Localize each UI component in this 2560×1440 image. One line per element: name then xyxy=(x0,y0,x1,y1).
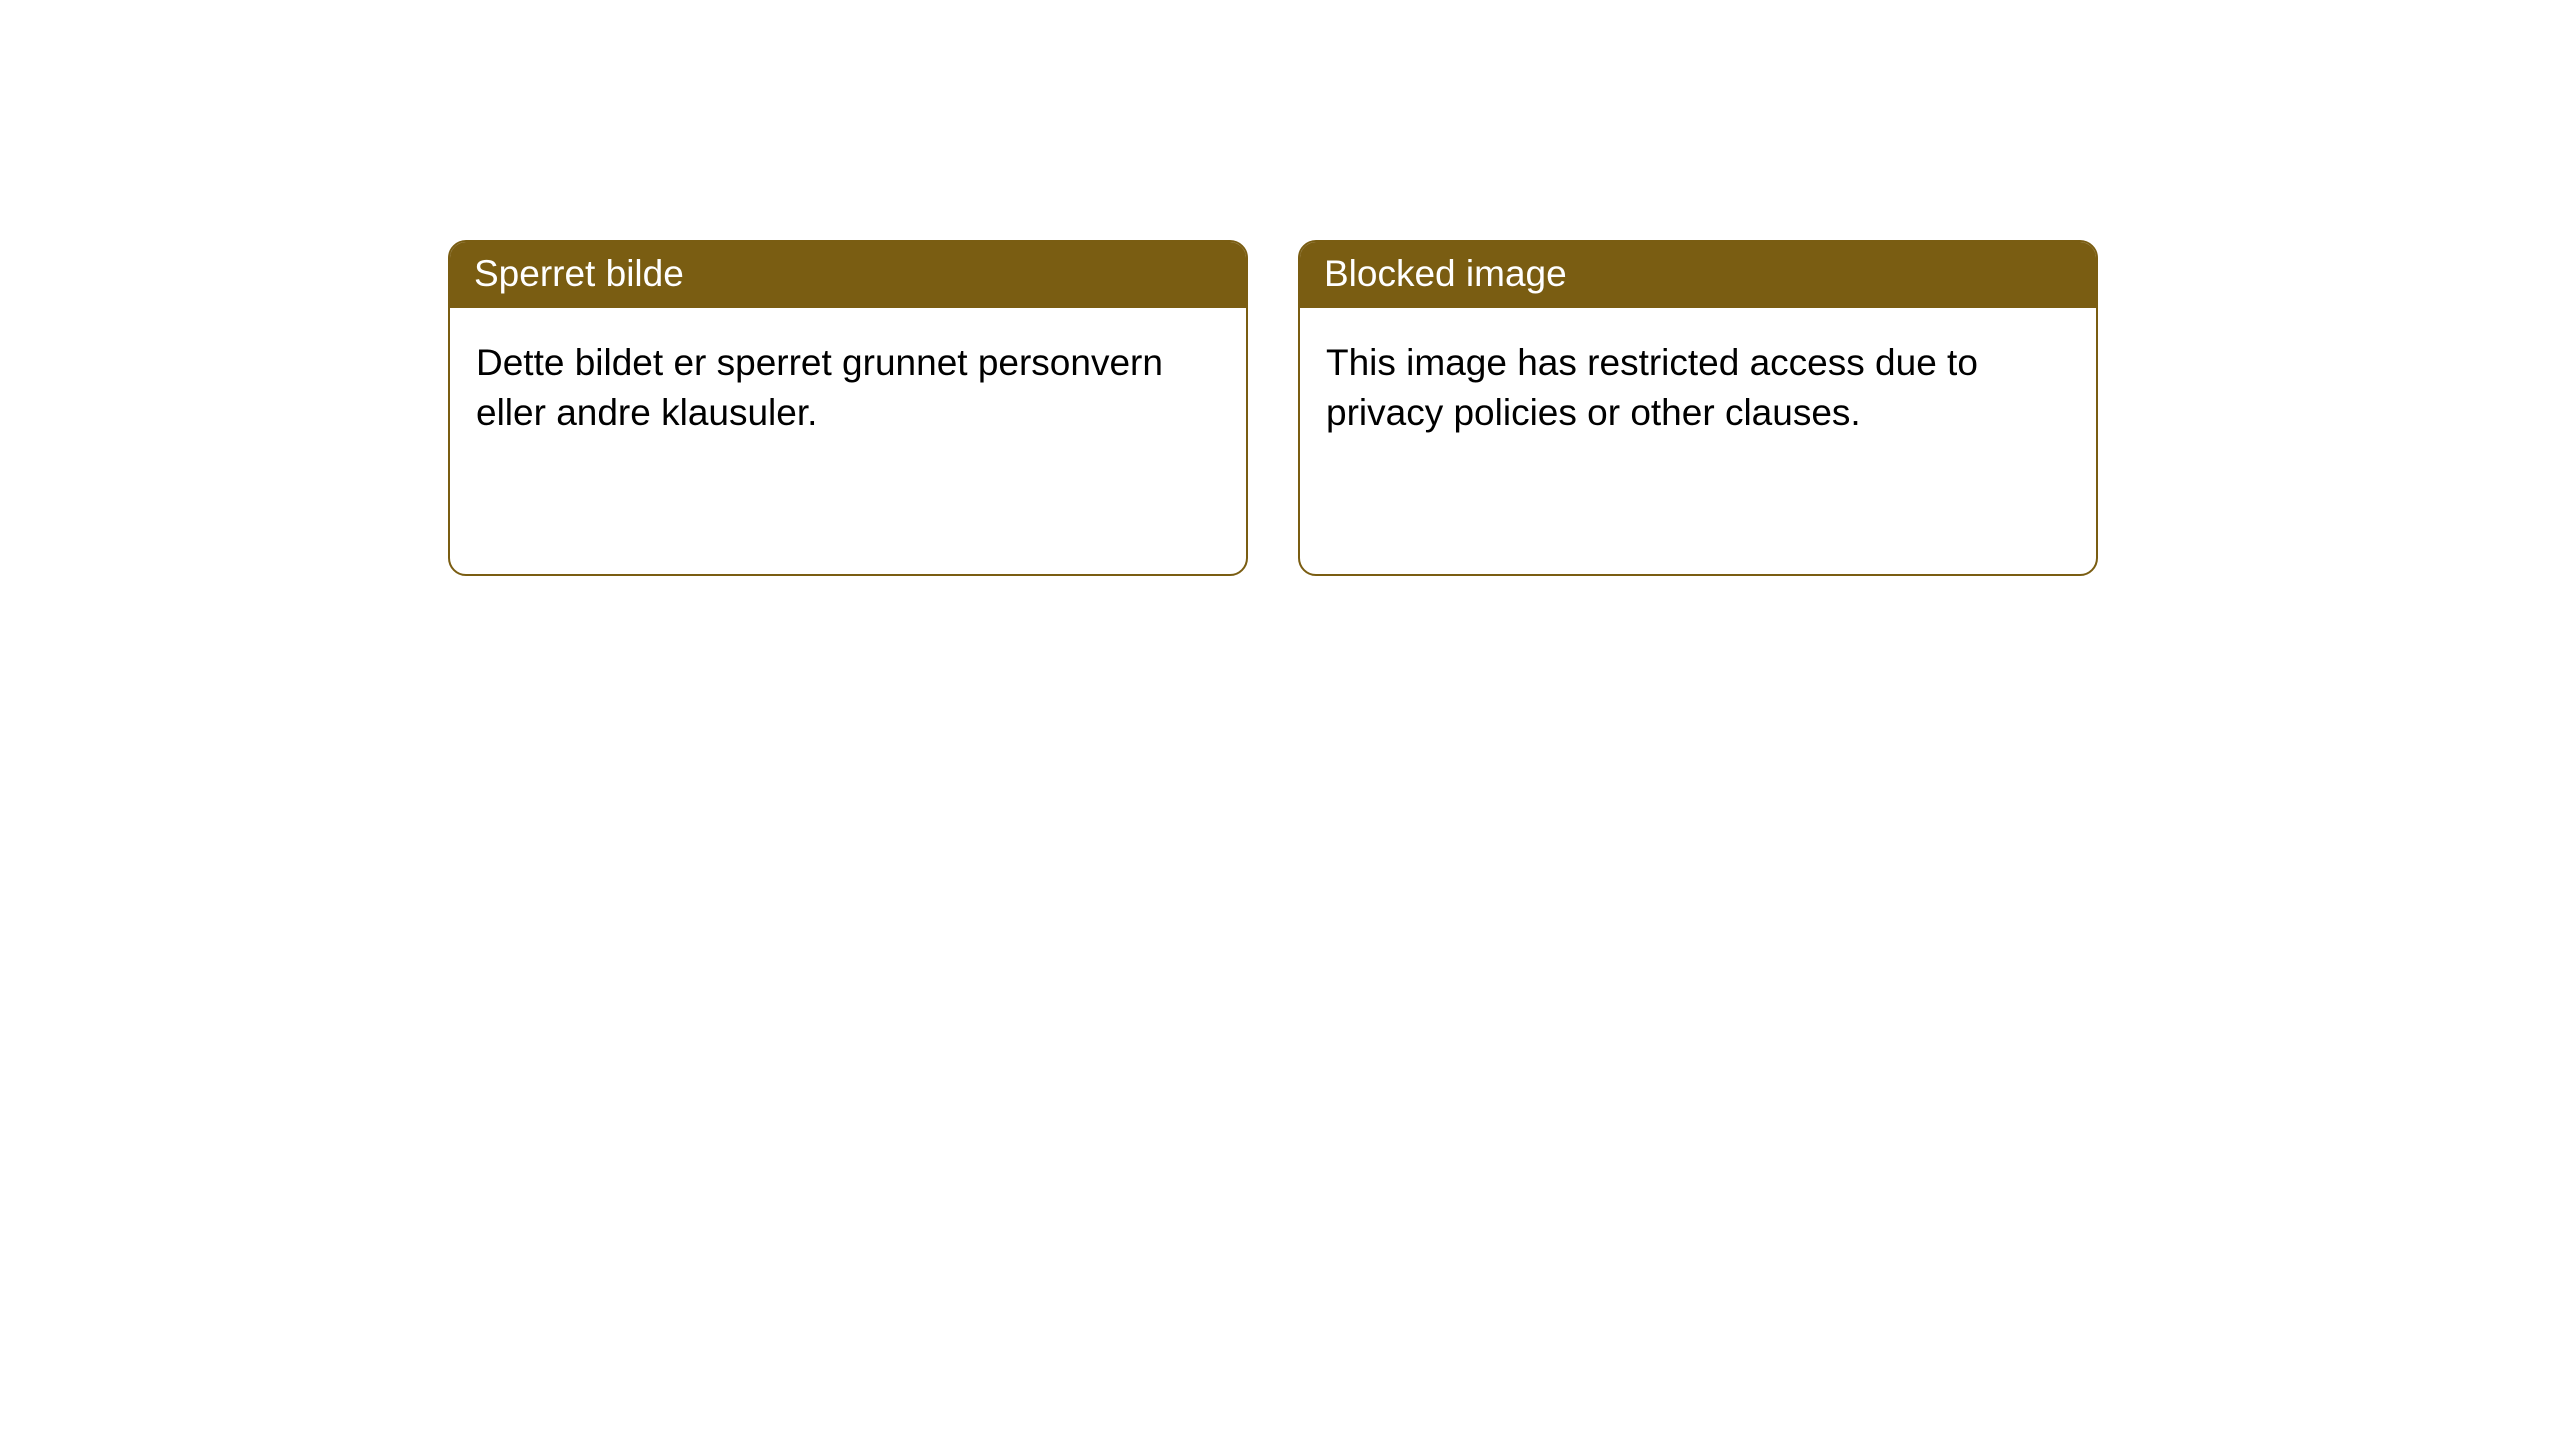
notice-body-en: This image has restricted access due to … xyxy=(1300,308,2096,468)
notice-card-no: Sperret bilde Dette bildet er sperret gr… xyxy=(448,240,1248,576)
notice-title-en: Blocked image xyxy=(1300,242,2096,308)
notice-body-no: Dette bildet er sperret grunnet personve… xyxy=(450,308,1246,468)
notice-container: Sperret bilde Dette bildet er sperret gr… xyxy=(0,0,2560,576)
notice-title-no: Sperret bilde xyxy=(450,242,1246,308)
notice-card-en: Blocked image This image has restricted … xyxy=(1298,240,2098,576)
